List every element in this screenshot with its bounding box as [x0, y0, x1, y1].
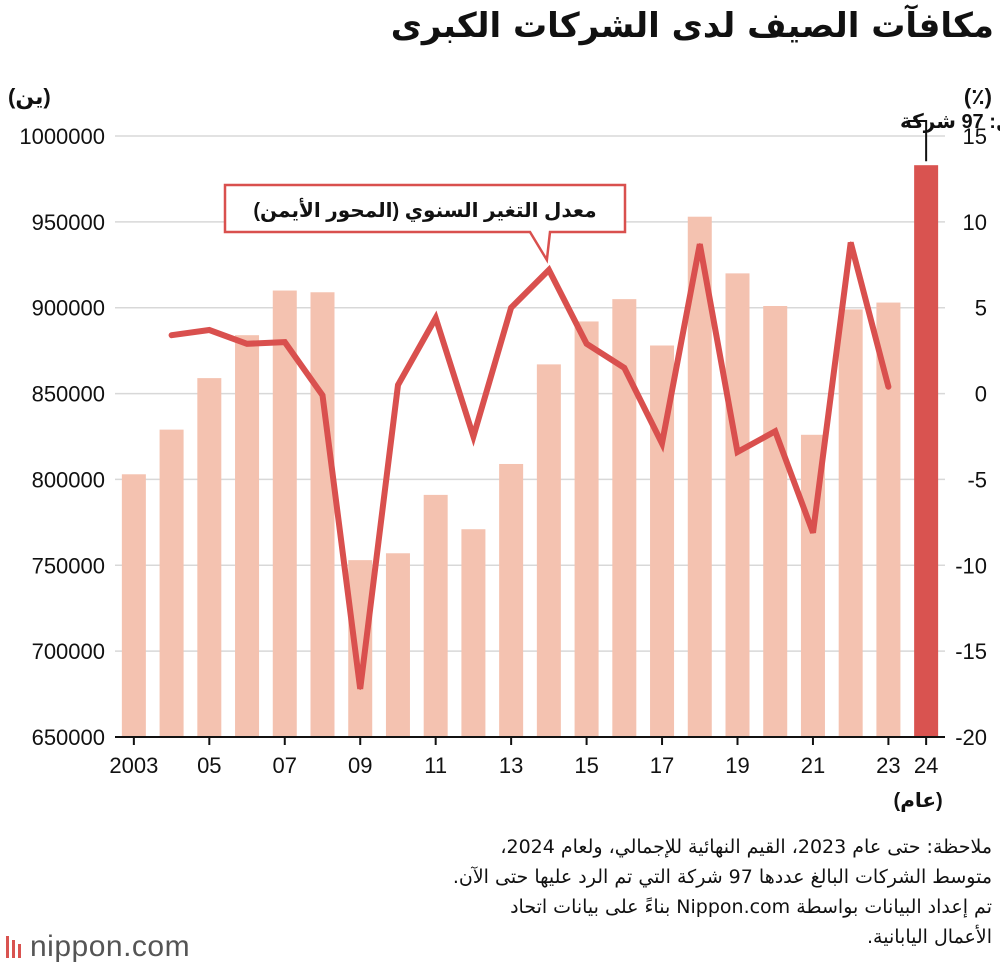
bar — [235, 335, 260, 737]
x-tick-label: 13 — [499, 753, 523, 778]
line-point — [510, 306, 513, 309]
line-point — [170, 334, 173, 337]
x-tick-label: 21 — [801, 753, 825, 778]
bar — [461, 529, 486, 737]
x-tick-label: 11 — [424, 753, 447, 778]
note-line-2: متوسط الشركات البالغ عددها 97 شركة التي … — [452, 866, 992, 888]
note-line-1: ملاحظة: حتى عام 2023، القيم النهائية للإ… — [500, 836, 992, 858]
left-tick-label: 1000000 — [19, 124, 105, 149]
x-tick-label: 15 — [574, 753, 598, 778]
x-tick-label: 23 — [876, 753, 900, 778]
x-tick-label: 19 — [725, 753, 749, 778]
right-tick-label: -15 — [955, 639, 987, 664]
line-point — [849, 241, 852, 244]
line-point — [698, 243, 701, 246]
right-tick-label: -5 — [967, 467, 987, 492]
left-axis-unit: (ين) — [8, 84, 51, 110]
line-point — [585, 342, 588, 345]
bar — [763, 305, 788, 737]
line-point — [283, 341, 286, 344]
line-point — [396, 383, 399, 386]
bar — [499, 463, 524, 737]
bar — [385, 553, 410, 737]
line-point — [811, 531, 814, 534]
right-axis-unit: (٪) — [964, 84, 992, 109]
bar — [838, 309, 863, 737]
line-callout-box — [223, 183, 627, 264]
preliminary-label: التعداد الأول: 97 شركة — [900, 108, 1000, 133]
line-point — [547, 268, 550, 271]
preliminary-leader-line — [908, 120, 928, 162]
note-line-4: الأعمال اليابانية. — [867, 926, 992, 948]
bar-highlight — [914, 165, 939, 738]
left-tick-label: 800000 — [32, 467, 105, 492]
line-point — [887, 385, 890, 388]
line-point — [434, 317, 437, 320]
chart-note: ملاحظة: حتى عام 2023، القيم النهائية للإ… — [232, 832, 992, 952]
line-point — [661, 442, 664, 445]
bar — [197, 378, 222, 737]
x-axis-unit: (عام) — [894, 790, 943, 812]
bar — [159, 429, 184, 737]
line-point — [246, 342, 249, 345]
x-tick-label: 07 — [273, 753, 297, 778]
chart-canvas: 1000000 15 950000 10 900000 5 850000 0 800000 -5 7… — [8, 84, 1000, 812]
line-point — [774, 430, 777, 433]
left-tick-label: 850000 — [32, 382, 105, 407]
line-point — [208, 329, 211, 332]
chart-title: مكافآت الصيف لدى الشركات الكبرى — [390, 6, 994, 46]
logo-text: nippon.com — [30, 930, 191, 963]
x-tick-label: 2003 — [109, 753, 158, 778]
bar — [876, 302, 901, 737]
line-point — [623, 366, 626, 369]
x-tick-label: 17 — [650, 753, 674, 778]
bar — [574, 321, 599, 737]
left-tick-label: 750000 — [32, 553, 105, 578]
bar — [725, 273, 750, 737]
bar — [310, 292, 335, 737]
right-tick-label: 5 — [975, 296, 987, 321]
line-callout-label: معدل التغير السنوي (المحور الأيمن) — [253, 197, 596, 223]
note-line-3: تم إعداد البيانات بواسطة Nippon.com بناء… — [510, 896, 992, 918]
line-point — [359, 687, 362, 690]
bar — [272, 290, 297, 737]
line-point — [321, 394, 324, 397]
line-series-annual-change — [168, 241, 892, 690]
right-tick-label: -20 — [955, 725, 987, 750]
left-tick-label: 950000 — [32, 210, 105, 235]
right-tick-label: -10 — [955, 553, 987, 578]
bar — [121, 474, 146, 737]
bar — [423, 494, 448, 737]
x-tick-label: 24 — [914, 753, 938, 778]
line-point — [472, 435, 475, 438]
right-tick-label: 10 — [963, 210, 987, 235]
left-tick-label: 650000 — [32, 725, 105, 750]
bar — [536, 364, 561, 737]
nippon-logo[interactable]: nippon.com — [6, 930, 190, 964]
right-tick-label: 0 — [975, 382, 987, 407]
line-point — [736, 450, 739, 453]
left-tick-label: 700000 — [32, 639, 105, 664]
bar — [348, 560, 373, 737]
left-tick-label: 900000 — [32, 296, 105, 321]
logo-bars-icon — [6, 936, 21, 958]
right-tick-label: 15 — [963, 124, 987, 149]
x-tick-label: 05 — [197, 753, 221, 778]
x-tick-label: 09 — [348, 753, 372, 778]
